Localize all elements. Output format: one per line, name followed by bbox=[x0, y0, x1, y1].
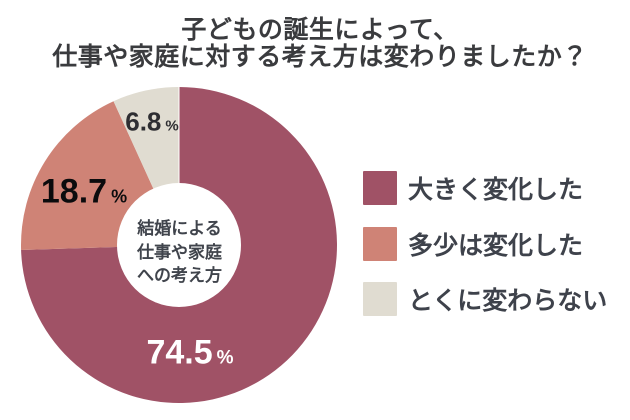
legend-swatch-large-change bbox=[363, 171, 397, 205]
legend-swatch-no-change bbox=[363, 282, 397, 316]
donut-chart-svg bbox=[21, 87, 337, 403]
donut-hole bbox=[117, 183, 241, 307]
chart-title-line2: 仕事や家庭に対する考え方は変わりましたか？ bbox=[52, 43, 588, 71]
slice-value: 6.8 bbox=[125, 106, 162, 137]
donut-center-line1: 結婚による bbox=[137, 218, 222, 238]
chart-title-line1: 子どもの誕生によって、 bbox=[181, 16, 459, 44]
donut-chart: 74.5 % 18.7 % 6.8 % 結婚による 仕事や家庭 への考え方 bbox=[21, 87, 337, 403]
chart-legend: 大きく変化した 多少は変化した とくに変わらない bbox=[363, 170, 607, 317]
slice-label-large-change: 74.5 % bbox=[146, 334, 233, 373]
legend-item-large-change: 大きく変化した bbox=[363, 170, 607, 206]
slice-label-some-change: 18.7 % bbox=[41, 173, 127, 212]
percent-sign: % bbox=[111, 186, 128, 207]
legend-item-some-change: 多少は変化した bbox=[363, 226, 607, 262]
percent-sign: % bbox=[216, 347, 234, 369]
legend-label: 多少は変化した bbox=[408, 231, 584, 260]
chart-title: 子どもの誕生によって、 仕事や家庭に対する考え方は変わりましたか？ bbox=[5, 17, 630, 71]
legend-swatch-some-change bbox=[363, 226, 397, 261]
slice-value: 74.5 bbox=[146, 333, 213, 372]
legend-label: 大きく変化した bbox=[408, 176, 584, 204]
legend-label: とくに変わらない bbox=[408, 287, 608, 315]
slice-value: 18.7 bbox=[40, 172, 108, 211]
percent-sign: % bbox=[165, 117, 179, 135]
legend-item-no-change: とくに変わらない bbox=[363, 281, 607, 317]
donut-center-line3: への考え方 bbox=[137, 265, 222, 285]
donut-center-label: 結婚による 仕事や家庭 への考え方 bbox=[137, 217, 222, 288]
donut-center-line2: 仕事や家庭 bbox=[137, 242, 222, 262]
slice-label-no-change: 6.8 % bbox=[125, 107, 179, 138]
